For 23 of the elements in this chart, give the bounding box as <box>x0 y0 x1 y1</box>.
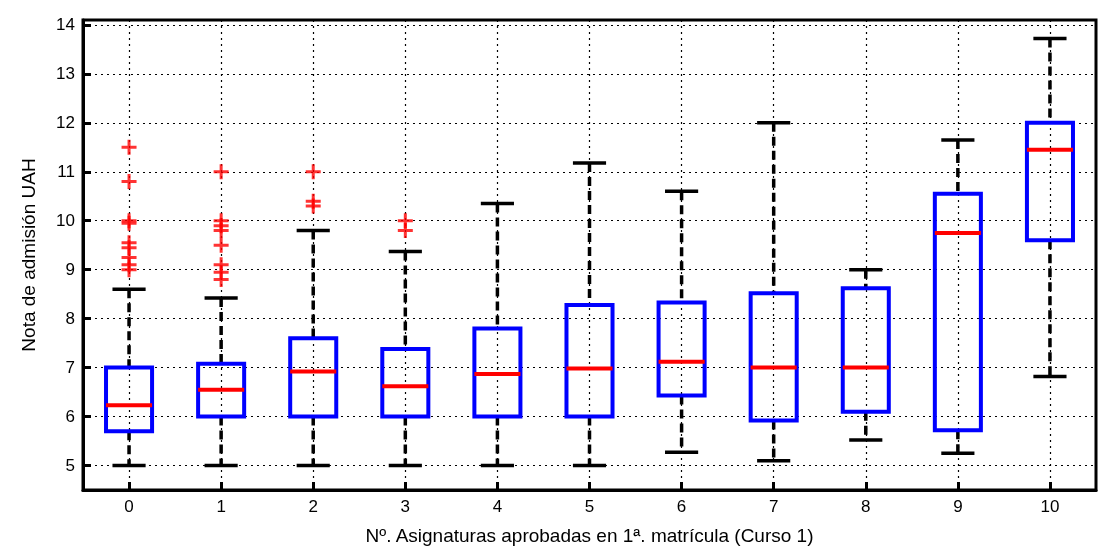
y-axis-title: Nota de admisión UAH <box>18 158 39 352</box>
y-tick-label: 8 <box>65 309 75 329</box>
x-tick-label: 0 <box>124 497 134 516</box>
y-tick-label: 5 <box>65 456 75 476</box>
y-tick-label: 12 <box>56 113 75 133</box>
x-tick-label: 6 <box>676 497 687 516</box>
x-tick-label: 1 <box>216 497 226 516</box>
x-tick-label: 3 <box>400 497 411 516</box>
x-tick-label: 2 <box>308 497 318 516</box>
x-tick-label: 10 <box>1040 497 1060 516</box>
y-tick-label: 7 <box>65 358 75 378</box>
y-tick-label: 10 <box>56 211 75 231</box>
x-tick-label: 7 <box>768 497 779 516</box>
y-tick-label: 11 <box>57 162 75 182</box>
y-tick-label: 14 <box>56 15 75 35</box>
x-tick-label: 5 <box>584 497 595 516</box>
x-axis-title: Nº. Asignaturas aprobadas en 1ª. matrícula (Curso 1) <box>365 525 814 546</box>
x-tick-label: 9 <box>953 497 963 516</box>
y-tick-label: 9 <box>65 260 75 280</box>
y-tick-label: 6 <box>65 407 75 427</box>
x-tick-label: 8 <box>861 497 871 516</box>
x-tick-label: 4 <box>492 497 503 516</box>
y-tick-label: 13 <box>56 64 75 84</box>
